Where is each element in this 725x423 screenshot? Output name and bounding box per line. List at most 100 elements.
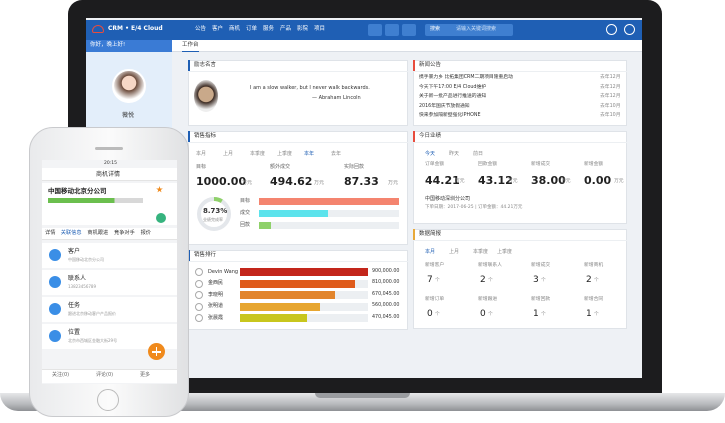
period-tab[interactable]: 本年 [304, 151, 315, 157]
phone-tab[interactable]: 报价 [140, 230, 151, 236]
today-label: 新增金额 [584, 162, 604, 167]
nav-item[interactable]: 商机 [229, 26, 241, 32]
period-tab[interactable]: 本季度 [250, 151, 266, 157]
nav-icon[interactable] [624, 24, 635, 35]
footer-item[interactable]: 评论(0) [96, 372, 114, 378]
rank-bar [240, 314, 307, 322]
today-unit: 万元 [455, 179, 465, 184]
news-item[interactable]: 携手暴力乡 比拓集团CRM二期项目隆重启动 [419, 75, 513, 80]
nav-icon[interactable] [385, 24, 399, 36]
panel-title: 今日业绩 [419, 133, 442, 139]
rank-badge [195, 279, 203, 288]
search-placeholder: 请输入关键词搜索 [456, 26, 497, 32]
rank-bar [240, 268, 368, 276]
today-tab[interactable]: 今天 [425, 151, 436, 157]
today-unit: 万元 [508, 179, 518, 184]
phone-tab[interactable]: 商机跟进 [87, 230, 109, 236]
nav-icon[interactable] [402, 24, 416, 36]
panel-divider [188, 71, 408, 72]
period-tab[interactable]: 上季度 [277, 151, 293, 157]
list-label: 客户 [68, 248, 81, 255]
nav-icon[interactable] [606, 24, 617, 35]
list-row[interactable] [42, 243, 177, 268]
list-row[interactable] [42, 297, 177, 322]
rank-amount: 560,000.00 [372, 303, 400, 308]
search-box[interactable] [425, 24, 513, 36]
rank-badge [195, 314, 203, 322]
metric-label: 额外成交 [270, 164, 291, 170]
list-sub: 北京市西城区金融大街29号 [68, 338, 118, 343]
quote-panel [188, 60, 408, 126]
today-label: 新增成交 [531, 162, 551, 167]
rank-name: 金西民 [208, 280, 224, 286]
news-date: 去年10月 [600, 113, 621, 118]
phone-company: 中国移动北京分公司 [48, 187, 107, 195]
today-tab[interactable]: 前日 [473, 151, 484, 157]
phone-tab[interactable]: 竞争对手 [114, 230, 135, 236]
news-item[interactable]: 快来参加隔新壁强化IPHONE [419, 113, 481, 118]
today-tab[interactable]: 昨天 [449, 151, 460, 157]
brief-tab[interactable]: 本月 [425, 249, 436, 255]
panel-title: 销售排行 [194, 252, 217, 258]
metric-value: 1000.00 [196, 175, 247, 188]
nav-item[interactable]: 服务 [263, 26, 275, 32]
nav-icon[interactable] [368, 24, 382, 36]
brief-value: 1 [533, 309, 539, 319]
footer-item[interactable]: 关注(0) [52, 372, 70, 378]
brief-tab[interactable]: 上月 [449, 249, 460, 255]
brief-tab[interactable]: 上季度 [497, 249, 513, 255]
phone-header [42, 168, 177, 181]
period-tab[interactable]: 上月 [223, 151, 234, 157]
phone-tabs [42, 228, 177, 240]
greeting-bar [86, 40, 172, 52]
brief-label: 新增订单 [425, 297, 445, 302]
news-date: 去年12月 [600, 75, 621, 80]
list-row[interactable] [42, 270, 177, 295]
avatar [112, 69, 146, 103]
today-panel [413, 131, 627, 224]
panel-divider [413, 142, 627, 143]
metric-unit: 万元 [242, 180, 253, 186]
brief-tab[interactable]: 本季度 [473, 249, 489, 255]
rank-name: Devin Wang [208, 268, 239, 275]
panel-accent [413, 131, 415, 142]
news-item[interactable]: 2016年国庆节放假通知 [419, 103, 470, 109]
logo-cloud [92, 25, 104, 33]
nav-item[interactable]: 产品 [280, 26, 292, 32]
logo: CRM • E/4 Cloud [108, 25, 163, 32]
panel-divider [188, 142, 408, 143]
brief-unit: 个 [488, 278, 493, 283]
phone-tab[interactable]: 详情 [45, 230, 56, 236]
news-item[interactable]: 今天下午17:00 E/4 Cloud维护 [419, 84, 487, 90]
nav-item[interactable]: 客户 [212, 26, 224, 32]
metric-unit: 万元 [314, 180, 325, 186]
list-sub: 中国移动北京分公司 [68, 257, 104, 262]
list-label: 位置 [68, 329, 81, 336]
brief-unit: 个 [435, 278, 440, 283]
nav-item[interactable]: 项目 [314, 26, 326, 32]
today-value: 44.21 [425, 174, 460, 187]
list-label: 任务 [68, 302, 81, 309]
rank-name: 张晨霞 [208, 314, 224, 321]
period-tab[interactable]: 去年 [331, 151, 342, 157]
tab[interactable]: 工作台 [182, 42, 199, 52]
search-label: 搜索 [430, 26, 441, 32]
panel-accent [188, 60, 190, 71]
today-label: 回款金额 [478, 162, 498, 167]
greeting: 你好，晚上好! [90, 42, 126, 48]
phone-tab[interactable]: 关联信息 [60, 230, 82, 236]
bar-label: 目标 [240, 198, 251, 204]
news-item[interactable]: 关于新一批产品进行推送的通知 [419, 94, 487, 99]
period-tab[interactable]: 本月 [196, 151, 207, 157]
nav-item[interactable]: 订单 [246, 26, 258, 32]
brief-value: 0 [480, 309, 486, 319]
fab-plus-v [155, 347, 158, 356]
phone-call[interactable] [156, 213, 166, 223]
footer-item[interactable]: 更多 [140, 372, 151, 378]
nav-item[interactable]: 影院 [297, 26, 309, 32]
metric-value: 87.33 [344, 175, 379, 188]
list-sub: 13823456789 [68, 284, 96, 289]
quote-text: I am a slow walker, but I never walk bac… [250, 85, 370, 91]
nav-item[interactable]: 公告 [195, 26, 207, 32]
